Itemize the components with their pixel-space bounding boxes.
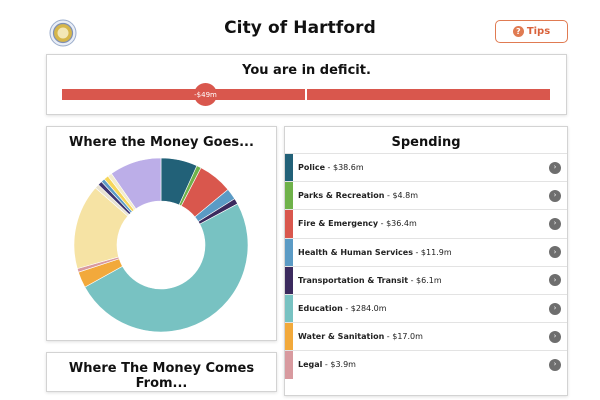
spending-item-name: Water & Sanitation: [298, 332, 385, 342]
spending-item-name: Transportation & Transit: [298, 275, 409, 285]
tips-button-label: Tips: [526, 26, 551, 37]
category-color-swatch: [285, 294, 293, 323]
category-color-swatch: [285, 210, 293, 238]
spending-item-amount: - $3.9m: [322, 360, 356, 370]
page-title: City of Hartford: [224, 18, 376, 38]
spending-item-water-sanitation[interactable]: Water & Sanitation - $17.0m ›: [285, 322, 567, 351]
where-money-comes-panel: Where The Money Comes From...: [46, 352, 277, 392]
chevron-right-icon[interactable]: ›: [549, 246, 561, 259]
chevron-right-icon[interactable]: ›: [549, 189, 561, 202]
spending-item-amount: - $284.0m: [342, 304, 387, 314]
chevron-right-icon[interactable]: ›: [549, 302, 561, 315]
tips-button[interactable]: ? Tips: [495, 20, 568, 43]
spending-item-amount: - $36.4m: [378, 219, 417, 229]
where-money-comes-title: Where The Money Comes From...: [68, 361, 255, 391]
spending-item-health-human-services[interactable]: Health & Human Services - $11.9m ›: [285, 237, 567, 266]
spending-item-amount: - $17.0m: [384, 332, 423, 342]
category-color-swatch: [285, 154, 293, 182]
chevron-right-icon[interactable]: ›: [549, 217, 561, 230]
deficit-panel: You are in deficit.: [46, 54, 567, 115]
spending-title: Spending: [391, 135, 461, 150]
chevron-right-icon[interactable]: ›: [549, 161, 561, 174]
spending-item-legal[interactable]: Legal - $3.9m ›: [285, 350, 567, 379]
category-color-swatch: [285, 182, 293, 210]
spending-item-amount: - $11.9m: [412, 247, 452, 257]
donut-slice: [84, 203, 249, 333]
spending-item-police[interactable]: Police - $38.6m ›: [285, 153, 567, 182]
deficit-bar-center: [305, 87, 307, 102]
where-money-goes-title: Where the Money Goes...: [69, 135, 254, 150]
deficit-status: You are in deficit.: [242, 63, 371, 78]
spending-item-amount: - $38.6m: [325, 163, 364, 173]
spending-item-transportation-transit[interactable]: Transportation & Transit - $6.1m ›: [285, 265, 567, 294]
deficit-bar-right: [307, 89, 550, 100]
spending-item-name: Parks & Recreation: [298, 191, 385, 201]
category-color-swatch: [285, 238, 293, 266]
spending-item-name: Health & Human Services: [298, 247, 413, 257]
category-color-swatch: [285, 351, 293, 379]
chevron-right-icon[interactable]: ›: [549, 330, 561, 343]
spending-item-name: Police: [298, 163, 326, 173]
spending-item-amount: - $4.8m: [384, 191, 419, 201]
spending-item-name: Fire & Emergency: [298, 219, 379, 229]
app-header: City of Hartford ? Tips: [0, 0, 600, 52]
deficit-amount-marker: -$49m: [194, 83, 217, 106]
city-seal-icon: [49, 19, 77, 47]
chevron-right-icon[interactable]: ›: [549, 274, 561, 287]
lightbulb-icon: ?: [512, 26, 524, 37]
spending-panel: Spending Police - $38.6m › Parks & Recre…: [284, 126, 568, 396]
spending-item-parks-recreation[interactable]: Parks & Recreation - $4.8m ›: [285, 181, 567, 210]
donut-slice: [111, 157, 162, 210]
chevron-right-icon[interactable]: ›: [549, 358, 561, 371]
spending-item-amount: - $6.1m: [408, 275, 442, 285]
category-color-swatch: [285, 323, 293, 351]
deficit-bar-left: [62, 89, 305, 100]
spending-item-name: Legal: [298, 360, 323, 370]
category-color-swatch: [285, 266, 293, 294]
spending-list: Police - $38.6m › Parks & Recreation - $…: [285, 153, 567, 379]
spending-donut-chart: [73, 157, 249, 333]
spending-item-fire-emergency[interactable]: Fire & Emergency - $36.4m ›: [285, 209, 567, 238]
spending-item-name: Education: [298, 304, 343, 314]
spending-item-education[interactable]: Education - $284.0m ›: [285, 293, 567, 323]
